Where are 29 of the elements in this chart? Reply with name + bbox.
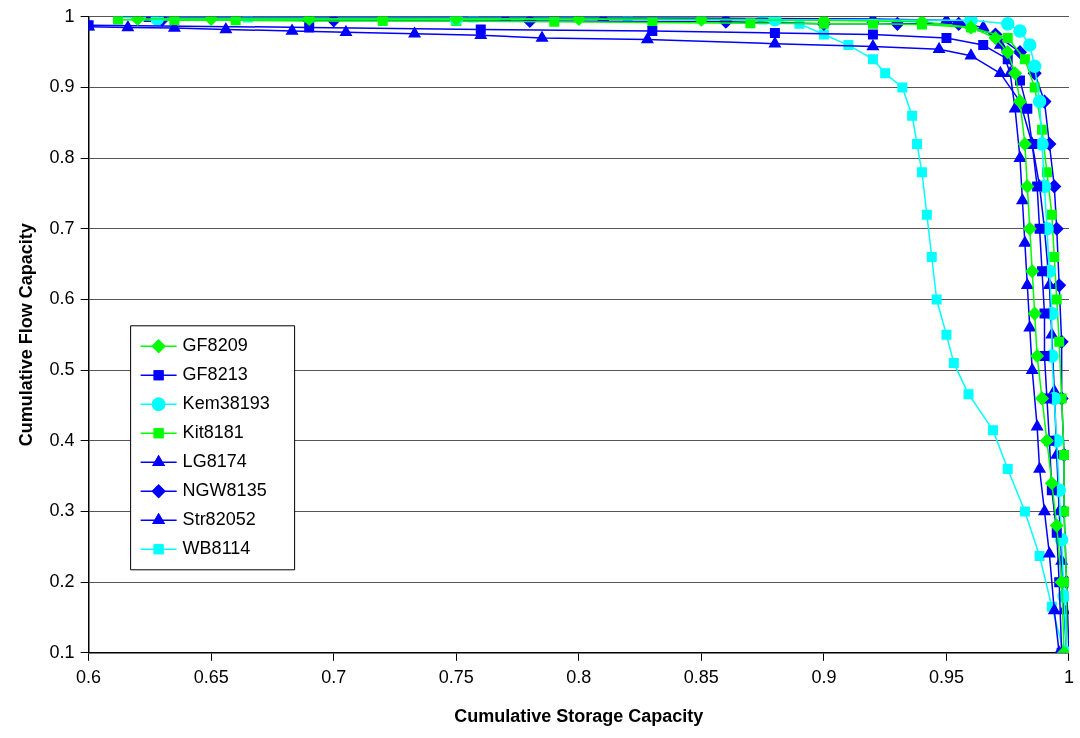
legend-label: GF8213	[182, 364, 248, 385]
y-tick-label: 0.4	[49, 429, 75, 450]
legend-label: GF8209	[182, 335, 248, 356]
y-tick-label: 0.7	[49, 217, 75, 238]
legend-label: Kem38193	[182, 393, 270, 414]
y-tick-label: 0.2	[49, 571, 75, 592]
x-tick-label: 0.6	[76, 666, 102, 687]
legend-label: Str82052	[182, 509, 256, 530]
x-tick-label: 0.75	[438, 666, 474, 687]
x-tick-label: 0.7	[321, 666, 347, 687]
x-tick-label: 0.65	[193, 666, 229, 687]
legend-label: Kit8181	[182, 422, 244, 443]
x-tick-label: 1	[1063, 666, 1074, 687]
legend-label: NGW8135	[182, 480, 267, 501]
x-tick-label: 0.95	[928, 666, 964, 687]
x-tick-label: 0.8	[566, 666, 592, 687]
y-tick-label: 0.9	[49, 76, 75, 97]
y-tick-label: 0.8	[49, 147, 75, 168]
x-tick-label: 0.85	[683, 666, 719, 687]
y-tick-label: 0.1	[49, 641, 75, 662]
legend-label: WB8114	[182, 538, 251, 559]
y-tick-label: 0.3	[49, 500, 75, 521]
y-axis-title: Cumulative Flow Capacity	[15, 223, 36, 447]
legend-label: LG8174	[182, 451, 247, 472]
x-axis-title: Cumulative Storage Capacity	[454, 706, 704, 727]
y-tick-label: 0.6	[49, 288, 75, 309]
x-tick-label: 0.9	[811, 666, 837, 687]
y-tick-label: 0.5	[49, 359, 75, 380]
y-tick-label: 1	[64, 5, 75, 26]
